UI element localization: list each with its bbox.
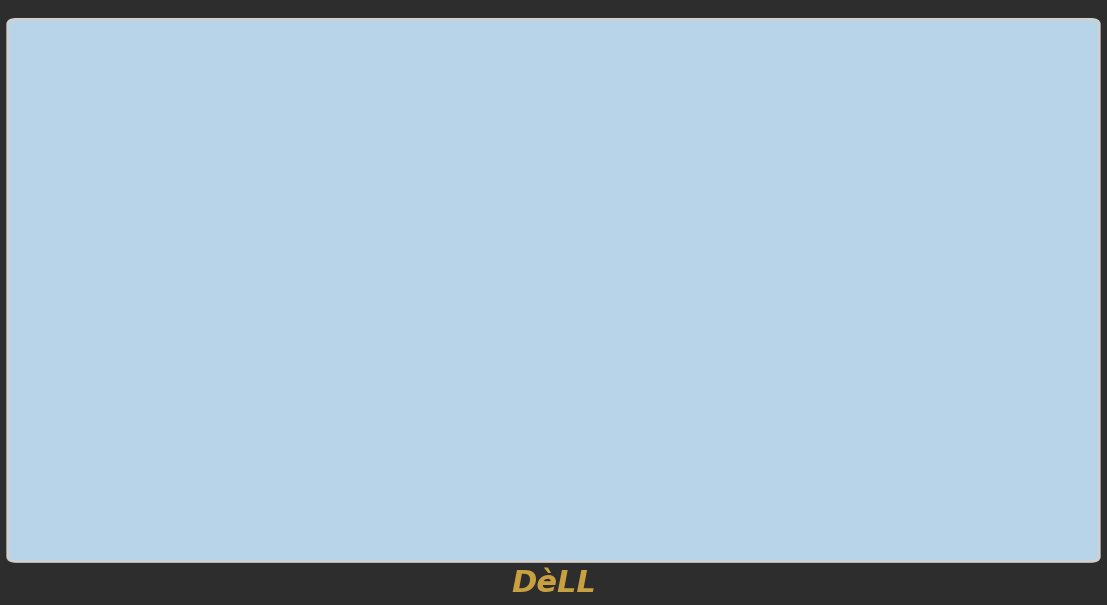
Text: 8: 8 [725,362,757,410]
FancyBboxPatch shape [28,35,263,333]
Text: DèLL: DèLL [511,569,596,598]
Text: 0: 0 [725,474,757,522]
Text: , how: , how [949,108,1016,132]
FancyBboxPatch shape [559,333,1079,439]
Text: H: H [135,74,156,102]
FancyBboxPatch shape [559,445,1079,551]
FancyBboxPatch shape [28,445,548,551]
Text: H–C–H: H–C–H [101,159,190,188]
Text: |: | [141,116,151,145]
Text: 2: 2 [194,474,226,522]
Text: |: | [141,201,151,230]
FancyBboxPatch shape [28,333,548,439]
Text: H: H [135,244,156,272]
Text: In the correct Lewis structure for CH: In the correct Lewis structure for CH [307,108,761,132]
Text: 4: 4 [194,362,226,410]
Text: 4: 4 [928,124,940,143]
Text: carbon?: carbon? [632,263,732,286]
Text: many unshared electron pairs súrround the: many unshared electron pairs súrround th… [307,187,850,212]
